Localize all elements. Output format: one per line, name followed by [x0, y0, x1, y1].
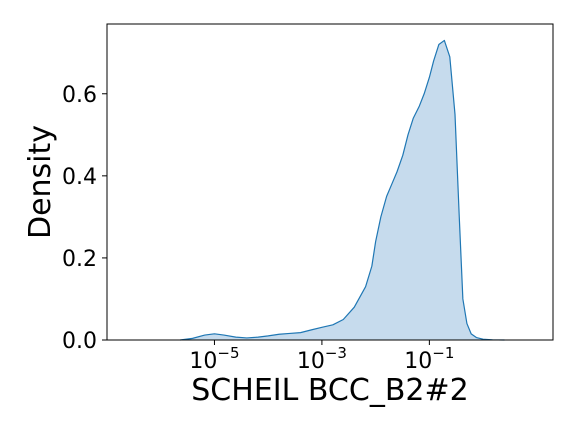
x-tick-label-1: 10−3 — [297, 344, 347, 374]
y-axis: 0.0 0.2 0.4 0.6 — [62, 83, 107, 354]
density-area-0 — [180, 40, 505, 341]
axes-frame — [106, 23, 554, 341]
x-axis-label: SCHEIL BCC_B2#2 — [191, 373, 468, 408]
y-axis-label: Density — [23, 125, 58, 239]
plot-area — [180, 39, 505, 341]
y-tick-label-3: 0.6 — [62, 83, 97, 108]
x-tick-label-0: 10−5 — [189, 344, 239, 374]
y-tick-label-2: 0.4 — [62, 165, 97, 190]
density-line-0 — [180, 39, 505, 341]
x-tick-label-2: 10−1 — [404, 344, 454, 374]
y-tick-label-1: 0.2 — [62, 247, 97, 272]
y-tick-label-0: 0.0 — [62, 329, 97, 354]
x-axis: 10−5 10−3 10−1 — [189, 340, 454, 374]
